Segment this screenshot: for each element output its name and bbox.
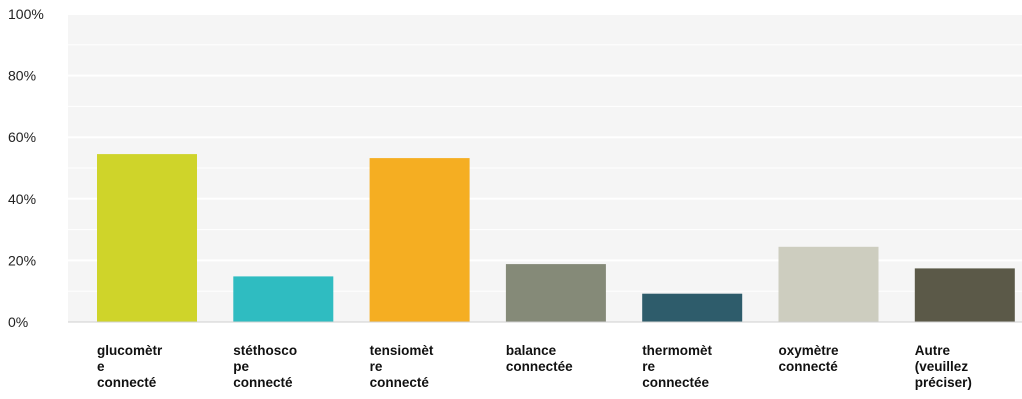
x-tick-label: balance connectée: [505, 343, 573, 374]
x-tick-label: oxymètre connecté: [778, 343, 839, 374]
bar: [778, 246, 879, 322]
x-tick-label: Autre (veuillez préciser): [914, 343, 972, 390]
x-tick-label: stéthosco pe connecté: [233, 343, 298, 390]
bar: [233, 276, 334, 322]
bars: [97, 154, 1015, 322]
bar: [642, 293, 743, 322]
y-tick-label: 100%: [8, 6, 44, 22]
x-tick-label: glucomètr e connecté: [97, 343, 163, 390]
y-tick-label: 40%: [8, 191, 36, 207]
bar: [369, 158, 470, 322]
gridlines: [68, 13, 1022, 292]
y-tick-label: 0%: [8, 314, 28, 330]
y-axis-ticks: 0% 20% 40% 60% 80% 100%: [8, 6, 44, 330]
bar: [505, 264, 606, 322]
bar: [97, 154, 197, 322]
bar: [914, 268, 1015, 322]
y-tick-label: 60%: [8, 129, 36, 145]
x-tick-label: thermomèt re connectée: [642, 343, 712, 390]
x-tick-label: tensiomèt re connecté: [369, 343, 434, 390]
y-tick-label: 80%: [8, 68, 36, 84]
y-tick-label: 20%: [8, 252, 36, 268]
